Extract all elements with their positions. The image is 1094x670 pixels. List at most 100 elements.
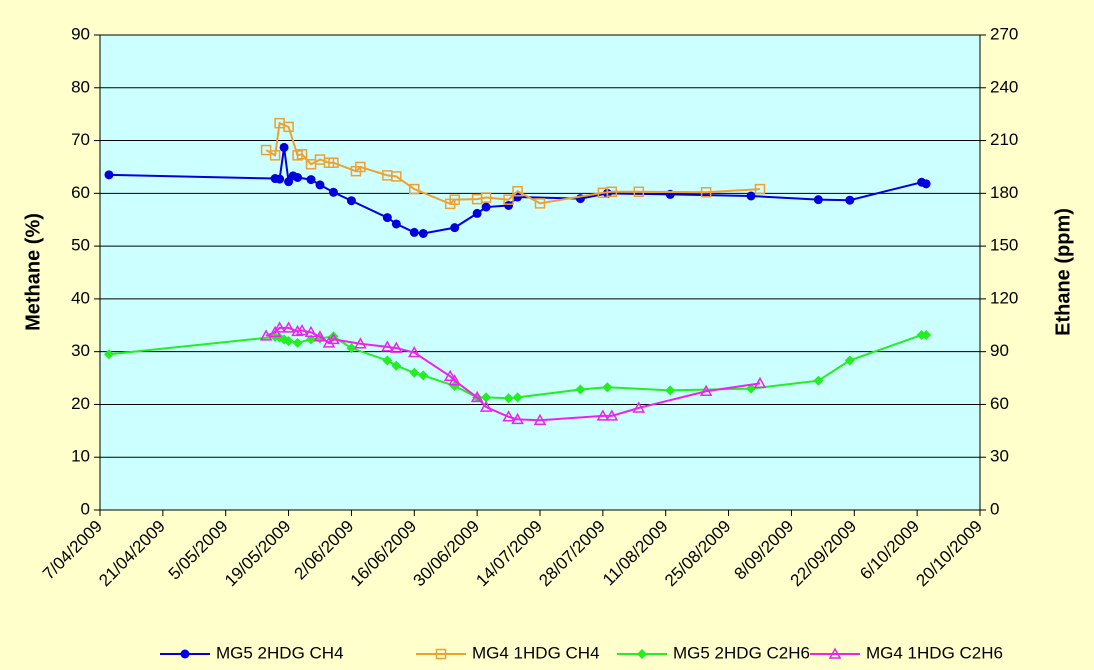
marker [355, 161, 366, 173]
marker [472, 208, 482, 218]
legend-label: MG4 1HDG C2H6 [866, 643, 1003, 662]
marker [418, 370, 429, 381]
marker [382, 213, 392, 223]
legend-marker [637, 649, 647, 659]
marker [282, 321, 295, 333]
marker [315, 180, 325, 190]
marker [699, 384, 713, 396]
marker [328, 187, 338, 197]
y2-tick-label: 0 [990, 499, 999, 518]
marker [313, 330, 327, 342]
marker [512, 185, 523, 197]
marker [305, 159, 317, 170]
y2-tick-label: 60 [990, 394, 1009, 413]
marker [104, 170, 114, 180]
marker [606, 186, 618, 197]
y-tick-label: 10 [71, 447, 90, 466]
marker [409, 227, 419, 237]
marker [274, 117, 285, 129]
marker [327, 332, 340, 345]
marker [346, 196, 356, 206]
y-tick-label: 60 [71, 183, 90, 202]
marker [292, 337, 303, 348]
y2-tick-label: 180 [990, 183, 1018, 202]
marker [409, 367, 420, 378]
marker [665, 385, 676, 396]
marker [503, 194, 514, 205]
marker [443, 369, 457, 382]
marker [813, 195, 823, 205]
marker [273, 321, 286, 333]
legend-label: MG5 2HDG CH4 [216, 643, 344, 662]
marker [470, 390, 484, 403]
y-tick-label: 50 [71, 236, 90, 255]
y2-tick-label: 150 [990, 236, 1018, 255]
marker [575, 384, 586, 395]
legend-marker [435, 648, 447, 660]
marker [753, 376, 767, 389]
marker [382, 170, 393, 181]
marker [503, 393, 514, 404]
marker [391, 360, 402, 371]
y-tick-label: 70 [71, 130, 90, 149]
y2-tick-label: 240 [990, 77, 1018, 96]
marker [346, 343, 357, 354]
marker [511, 412, 524, 425]
marker [103, 349, 114, 360]
marker [479, 400, 493, 412]
marker [449, 194, 460, 205]
series-line [265, 121, 761, 206]
marker [448, 374, 461, 386]
marker [513, 192, 523, 202]
y-tick-label: 20 [71, 394, 90, 413]
marker [602, 382, 613, 393]
marker [504, 200, 514, 210]
marker [502, 410, 515, 422]
marker [409, 183, 420, 195]
marker [754, 183, 766, 195]
marker [295, 324, 309, 336]
y2-tick-label: 210 [990, 130, 1018, 149]
y2-tick-label: 90 [990, 341, 1009, 360]
marker [605, 409, 619, 421]
y-tick-label: 30 [71, 341, 90, 360]
marker [390, 341, 403, 353]
y2-tick-label: 120 [990, 288, 1018, 307]
y2-axis-title: Ethane (ppm) [1052, 208, 1074, 336]
marker [275, 174, 285, 184]
legend-label: MG5 2HDG C2H6 [673, 643, 810, 662]
y-tick-label: 40 [71, 288, 90, 307]
y-tick-label: 0 [81, 499, 90, 518]
y-tick-label: 80 [71, 77, 90, 96]
marker [291, 324, 304, 337]
marker [322, 336, 336, 348]
marker [418, 228, 428, 238]
marker [746, 383, 757, 394]
marker [481, 202, 491, 212]
marker [283, 336, 294, 347]
marker [391, 219, 401, 229]
marker [534, 198, 546, 209]
legend-marker [180, 649, 190, 659]
marker [269, 150, 281, 161]
marker [306, 175, 316, 185]
legend-marker [828, 647, 842, 659]
plot-area [99, 34, 981, 511]
y2-tick-label: 30 [990, 447, 1009, 466]
marker [597, 187, 609, 199]
marker [533, 413, 547, 426]
marker [450, 223, 460, 233]
marker [279, 142, 289, 152]
marker [354, 337, 367, 349]
marker [481, 392, 492, 403]
marker [845, 195, 855, 205]
marker [921, 329, 932, 340]
marker [632, 401, 646, 413]
marker [314, 154, 326, 165]
marker [382, 355, 393, 366]
marker [408, 346, 421, 358]
legend-label: MG4 1HDG CH4 [472, 643, 600, 662]
marker [813, 375, 824, 386]
marker [259, 329, 273, 341]
